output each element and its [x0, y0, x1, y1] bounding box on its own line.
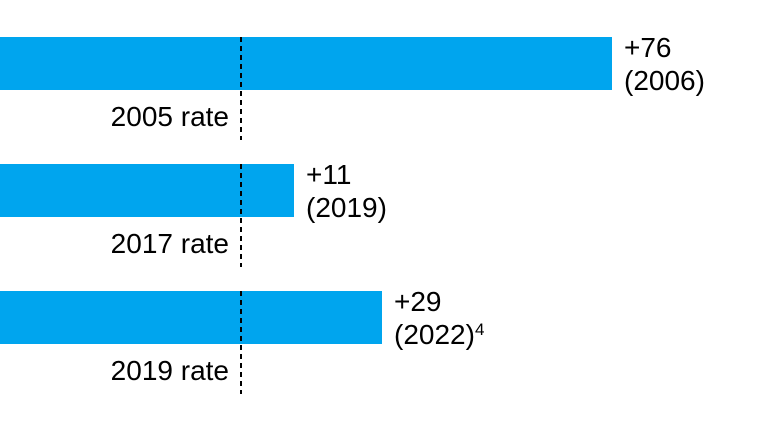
value-change: +11 — [306, 158, 352, 190]
bar-row: +11 (2019) — [0, 159, 767, 223]
bar-group: +76 (2006) 2005 rate — [0, 32, 767, 140]
value-label: +76 (2006) — [624, 31, 705, 97]
value-change: +76 — [624, 31, 672, 63]
bar-rect — [0, 291, 382, 344]
baseline-dash — [240, 37, 242, 140]
bar-rect — [0, 164, 294, 217]
bar-row: +29 (2022)4 — [0, 286, 767, 350]
value-year: (2022)4 — [394, 318, 485, 350]
value-label: +11 (2019) — [306, 158, 387, 224]
value-label: +29 (2022)4 — [394, 285, 484, 351]
baseline-dash — [240, 291, 242, 394]
bar-group: +11 (2019) 2017 rate — [0, 159, 767, 267]
baseline-dash — [240, 164, 242, 267]
rate-label: 2017 rate — [110, 228, 229, 259]
value-change: +29 — [394, 285, 442, 317]
rate-label: 2005 rate — [110, 101, 229, 132]
bar-rect — [0, 37, 612, 90]
bar-row: +76 (2006) — [0, 32, 767, 96]
rate-label: 2019 rate — [110, 355, 229, 386]
value-year: (2019) — [306, 191, 387, 223]
footnote-marker: 4 — [474, 319, 485, 339]
bar-chart: +76 (2006) 2005 rate +11 (2019) 2017 rat… — [0, 32, 767, 394]
value-year: (2006) — [624, 64, 705, 96]
bar-group: +29 (2022)4 2019 rate — [0, 286, 767, 394]
